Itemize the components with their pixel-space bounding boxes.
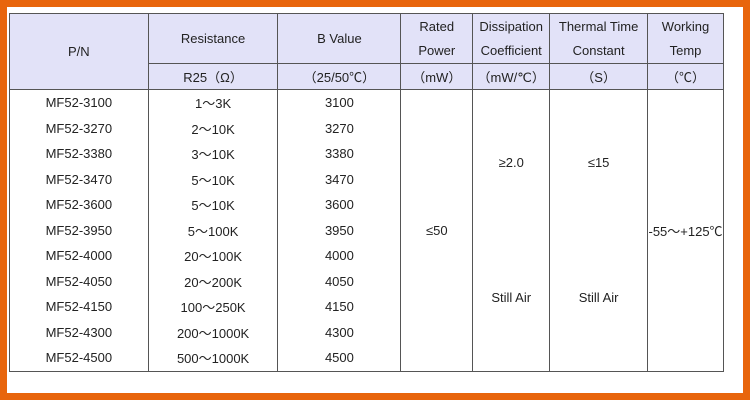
cell-resistance: 2～10K (147, 115, 279, 141)
dissipation-value: ≥2.0 (498, 155, 524, 171)
table-row: MF52-3950 5～100K 3950 (9, 217, 724, 243)
cell-resistance: 20～100K (147, 243, 279, 269)
header-working: Working Temp (647, 13, 724, 64)
unit-rated-power: （mW） (400, 63, 474, 90)
label: Temp (669, 42, 702, 58)
table-row: MF52-3470 5～10K 3470 (9, 166, 724, 192)
table-row: MF52-3100 1～3K 3100 ≤50 ≥2.0 Still Air ≤15… (9, 89, 724, 372)
cell-b-value: 3270 (277, 115, 402, 141)
cell-rated-power: ≤50 (400, 89, 474, 372)
cell-pn: MF52-3100 (9, 89, 149, 116)
table-row: MF52-4150 100～250K 4150 (9, 294, 724, 320)
table-row: MF52-4500 500～1000K 4500 (9, 345, 724, 372)
cell-b-value: 4000 (277, 243, 402, 269)
thermal-value: ≤15 (587, 155, 610, 171)
table-row: MF52-3270 2～10K 3270 (9, 115, 724, 141)
cell-resistance: 5～100K (147, 217, 279, 243)
label: Power (418, 42, 456, 58)
cell-resistance: 1～3K (147, 89, 279, 116)
cell-resistance: 500～1000K (147, 345, 279, 372)
label: Dissipation (479, 18, 543, 34)
label: Working (661, 18, 710, 34)
cell-resistance: 5～10K (147, 166, 279, 192)
cell-dissipation: ≥2.0 Still Air (472, 89, 551, 372)
table-row: MF52-4050 20～200K 4050 (9, 268, 724, 294)
cell-thermal: ≤15 Still Air (549, 89, 649, 372)
table-row: MF52-3380 3～10K 3380 (9, 141, 724, 167)
unit-b-value: （25/50℃） (277, 63, 402, 90)
cell-b-value: 3470 (277, 166, 402, 192)
cell-pn: MF52-4300 (9, 319, 149, 345)
header-b-value: B Value (277, 13, 402, 64)
cell-resistance: 5～10K (147, 192, 279, 218)
dissipation-condition: Still Air (491, 290, 532, 306)
cell-pn: MF52-3380 (9, 141, 149, 167)
cell-resistance: 200～1000K (147, 319, 279, 345)
cell-b-value: 3380 (277, 141, 402, 167)
unit-working: （℃） (647, 63, 724, 90)
cell-pn: MF52-3950 (9, 217, 149, 243)
cell-resistance: 100～250K (147, 294, 279, 320)
header-thermal: Thermal Time Constant (549, 13, 649, 64)
cell-pn: MF52-3470 (9, 166, 149, 192)
cell-resistance: 3～10K (147, 141, 279, 167)
label: Rated (419, 18, 455, 34)
label: Constant (572, 42, 625, 58)
cell-b-value: 4150 (277, 294, 402, 320)
header-dissipation: Dissipation Coefficient (472, 13, 551, 64)
header-rated-power: Rated Power (400, 13, 474, 64)
cell-working-temp: -55～+125℃ (647, 89, 724, 372)
thermal-condition: Still Air (578, 290, 619, 306)
table-row: MF52-3600 5～10K 3600 (9, 192, 724, 218)
label: Thermal Time (558, 18, 639, 34)
cell-b-value: 4300 (277, 319, 402, 345)
table-row: MF52-4000 20～100K 4000 (9, 243, 724, 269)
cell-b-value: 3100 (277, 89, 402, 116)
table-row: MF52-4300 200～1000K 4300 (9, 319, 724, 345)
cell-pn: MF52-4000 (9, 243, 149, 269)
unit-thermal: （S） (549, 63, 649, 90)
cell-b-value: 3600 (277, 192, 402, 218)
cell-pn: MF52-4500 (9, 345, 149, 372)
cell-pn: MF52-4050 (9, 268, 149, 294)
label: Coefficient (480, 42, 542, 58)
unit-resistance: R25（Ω） (147, 63, 279, 90)
cell-resistance: 20～200K (147, 268, 279, 294)
unit-dissipation: （mW/℃） (472, 63, 551, 90)
cell-b-value: 3950 (277, 217, 402, 243)
cell-b-value: 4050 (277, 268, 402, 294)
thermistor-spec-table: P/N Resistance B Value Rated Power Dissip… (9, 13, 724, 372)
header-pn: P/N (9, 13, 149, 90)
cell-pn: MF52-3600 (9, 192, 149, 218)
header-resistance: Resistance (147, 13, 279, 64)
cell-pn: MF52-3270 (9, 115, 149, 141)
cell-b-value: 4500 (277, 345, 402, 372)
cell-pn: MF52-4150 (9, 294, 149, 320)
